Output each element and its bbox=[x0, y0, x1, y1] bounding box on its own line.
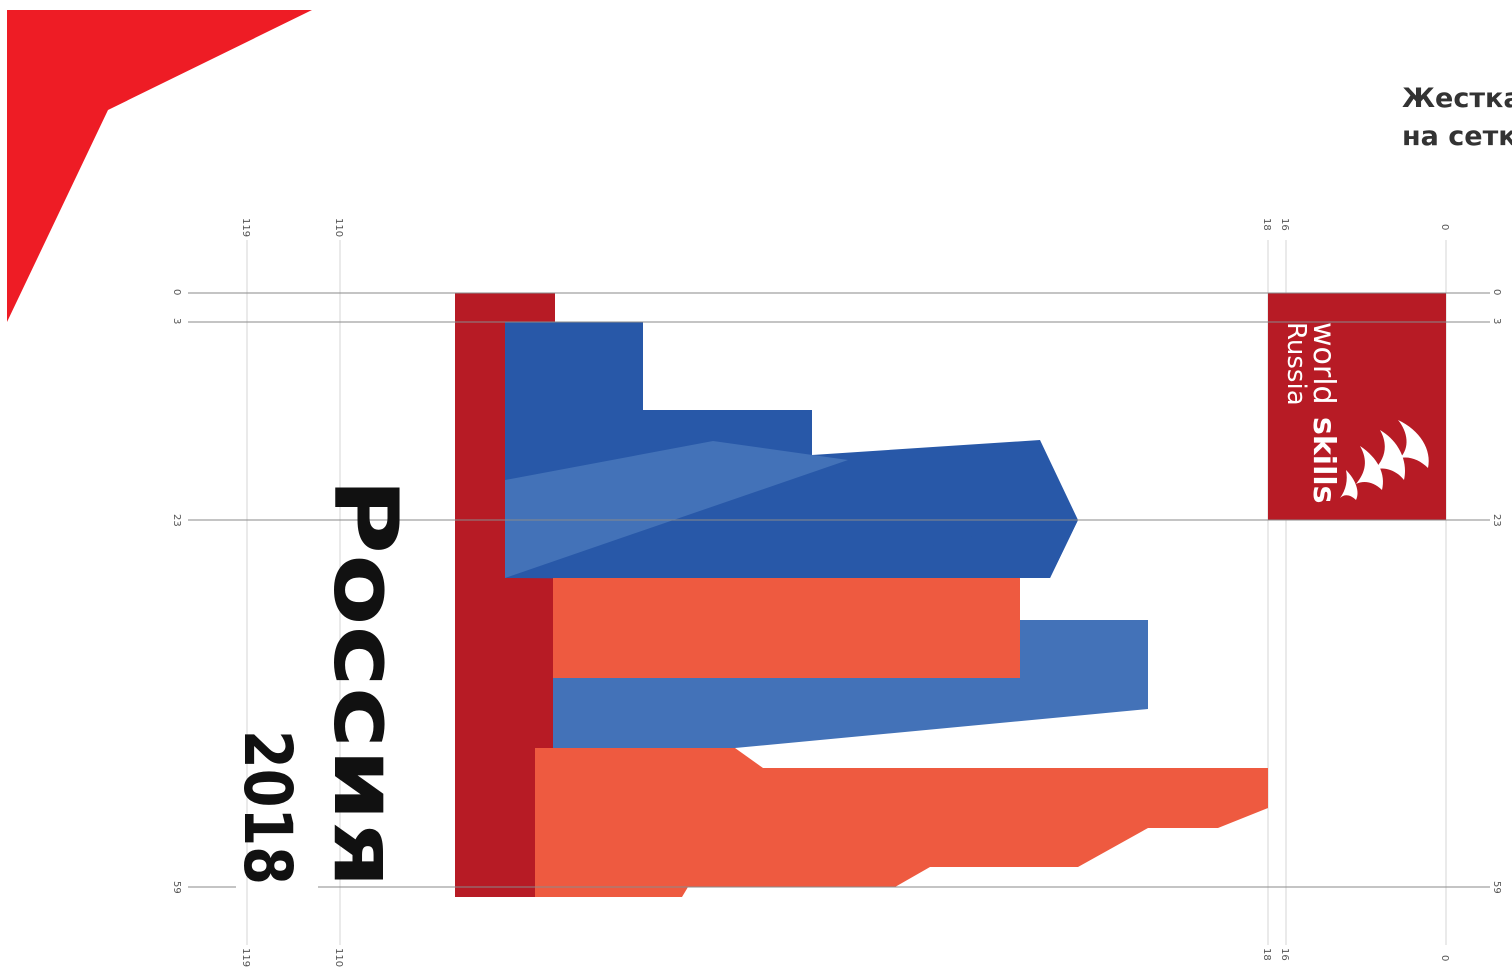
tick-label-119-top: 119 bbox=[240, 218, 251, 237]
page-title: Жестка на сетк bbox=[1402, 80, 1512, 156]
poster-year: 2018 bbox=[229, 730, 306, 885]
blue-shape-lower-wedge bbox=[505, 520, 1078, 580]
tick-label-h3-right: 3 bbox=[1491, 318, 1502, 324]
light-blue-diagonal-band bbox=[505, 441, 848, 578]
tick-label-h3-left: 3 bbox=[171, 318, 182, 324]
orange-shape-bottom bbox=[535, 748, 1268, 897]
tick-label-h59-left: 59 bbox=[171, 881, 182, 894]
tick-label-18-top: 18 bbox=[1261, 218, 1272, 231]
worldskills-flame-icon bbox=[1340, 420, 1429, 500]
tick-label-h59-right: 59 bbox=[1491, 881, 1502, 894]
light-blue-shape bbox=[553, 620, 1148, 748]
tick-label-0-top: 0 bbox=[1439, 224, 1450, 230]
tick-label-0-bottom: 0 bbox=[1439, 955, 1450, 961]
corner-red-shape bbox=[7, 10, 312, 322]
tick-label-18-bottom: 18 bbox=[1261, 948, 1272, 961]
tick-label-16-bottom: 16 bbox=[1279, 948, 1290, 961]
tick-label-h0-right: 0 bbox=[1491, 289, 1502, 295]
logo-world-text: world bbox=[1306, 322, 1341, 405]
title-line-1: Жестка bbox=[1402, 83, 1512, 114]
poster-word-russia: Россия bbox=[314, 478, 417, 888]
logo-russia-text: Russia bbox=[1281, 322, 1311, 406]
logo-skills-text: skills bbox=[1306, 417, 1341, 504]
tick-label-h0-left: 0 bbox=[171, 289, 182, 295]
orange-bar-middle bbox=[553, 578, 1020, 678]
tick-label-119-bottom: 119 bbox=[240, 948, 251, 967]
title-line-2: на сетк bbox=[1402, 121, 1512, 152]
tick-label-h23-left: 23 bbox=[171, 514, 182, 527]
worldskills-logo-block bbox=[1268, 293, 1446, 520]
tick-label-110-top: 110 bbox=[333, 218, 344, 237]
tick-label-16-top: 16 bbox=[1279, 218, 1290, 231]
tick-label-110-bottom: 110 bbox=[333, 948, 344, 967]
tick-label-h23-right: 23 bbox=[1491, 514, 1502, 527]
